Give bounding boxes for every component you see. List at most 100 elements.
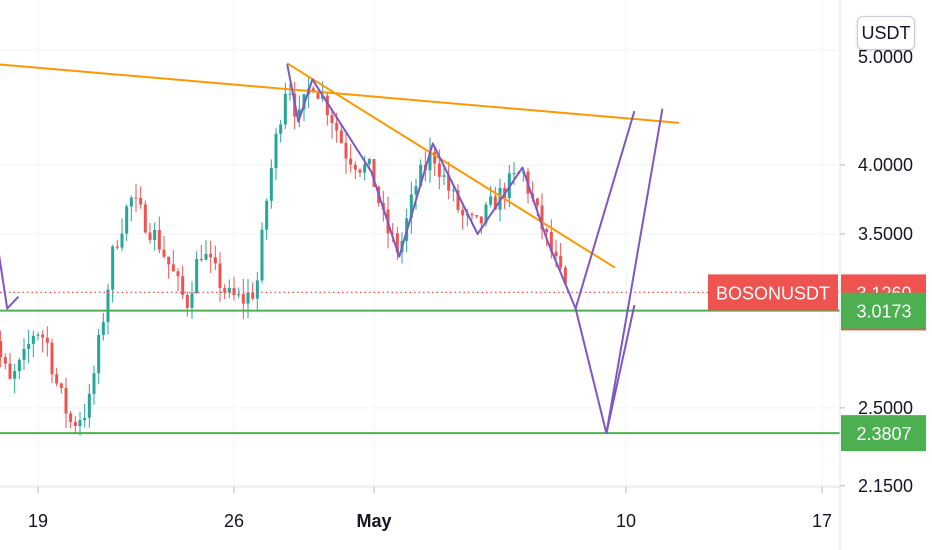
candle-body (349, 158, 353, 165)
candle-body (251, 292, 255, 299)
trendlines[interactable] (0, 62, 680, 269)
price-tick-label-partial: 5.0000 (858, 47, 913, 67)
candle-body (237, 293, 241, 296)
candle-body (190, 293, 194, 308)
candle-body (83, 417, 87, 421)
candle-body (120, 233, 124, 248)
candle-body (475, 215, 479, 217)
candle-body (414, 186, 418, 195)
projection-path (574, 110, 636, 309)
candle-body (451, 190, 455, 192)
projection-path (286, 64, 636, 435)
candle-body (106, 289, 110, 323)
candle-body (69, 413, 73, 422)
candle-body (283, 93, 287, 125)
candle-body (115, 246, 119, 248)
candle-body (545, 229, 549, 232)
candle-body (241, 293, 245, 304)
candle-body (344, 142, 348, 159)
candle-body (78, 420, 82, 426)
candle-body (209, 253, 213, 258)
candle-body (484, 204, 488, 224)
candle-body (50, 342, 54, 375)
candle-body (162, 249, 166, 257)
candle-body (0, 341, 3, 358)
projection-path (605, 108, 664, 434)
candle-body (101, 322, 105, 336)
candle-body (64, 388, 68, 414)
candle-body (125, 206, 129, 234)
time-tick: 10 (616, 487, 636, 531)
candle-body (512, 173, 516, 175)
candle-body (255, 280, 259, 299)
trendline (0, 63, 680, 124)
candle-body (335, 122, 339, 131)
candle-body (157, 229, 161, 250)
price-tick: 3.5000 (840, 224, 913, 244)
candle-body (367, 159, 371, 165)
time-tick-label: May (356, 511, 391, 531)
candle-body (437, 163, 441, 177)
candle-body (419, 164, 423, 187)
price-tick: 2.5000 (840, 398, 913, 418)
candle-body (274, 133, 278, 169)
candle-body (269, 168, 273, 201)
price-tick: 4.0000 (840, 155, 913, 175)
candle-body (498, 187, 502, 210)
candle-body (195, 258, 199, 294)
candle-body (540, 205, 544, 230)
price-tick: 2.1500 (840, 476, 913, 496)
candle-body (36, 334, 40, 336)
horizontal-levels[interactable] (0, 291, 840, 435)
level-price-tag: 3.0173 (856, 302, 911, 322)
time-tick: 17 (812, 487, 832, 531)
candle-body (87, 393, 91, 418)
candle-body (330, 115, 334, 123)
candle-body (442, 175, 446, 177)
candle-body (45, 337, 49, 343)
candle-body (428, 152, 432, 171)
candle-body (339, 130, 343, 143)
candle-body (461, 209, 465, 216)
candle-body (185, 294, 189, 308)
candle-body (325, 95, 329, 116)
candle-body (554, 251, 558, 257)
candle-body (199, 258, 203, 260)
candle-body (311, 88, 315, 93)
currency-button[interactable]: USDT (857, 16, 915, 50)
candle-body (176, 271, 180, 277)
time-tick: 19 (28, 487, 48, 531)
time-tick-label: 19 (28, 511, 48, 531)
price-axis[interactable]: 5.0000 4.0000 3.5000 2.5000 2.1500 (840, 47, 913, 496)
candle-body (288, 93, 292, 95)
candle-body (129, 197, 133, 207)
candle-body (563, 267, 567, 284)
candle-body (260, 229, 264, 281)
candle-body (55, 374, 59, 384)
candle-body (372, 159, 376, 187)
candle-body (470, 213, 474, 216)
time-axis[interactable]: 19 26 May 10 17 (28, 487, 832, 531)
candle-body (395, 233, 399, 253)
candle-body (232, 288, 236, 296)
candle-body (316, 92, 320, 99)
candle-body (549, 231, 553, 252)
candle-body (59, 383, 63, 389)
projection-paths[interactable] (0, 64, 664, 435)
price-tick-label: 4.0000 (858, 155, 913, 175)
candle-body (22, 348, 26, 360)
candle-body (27, 343, 31, 349)
candle-body (204, 253, 208, 260)
trendline (286, 62, 616, 269)
candle-body (41, 334, 45, 338)
candle-body (297, 109, 301, 117)
candle-body (456, 190, 460, 210)
time-tick: May (356, 487, 392, 531)
candle-body (363, 164, 367, 173)
candle-body (153, 229, 157, 240)
candle-body (353, 164, 357, 170)
price-tick-label: 2.1500 (858, 476, 913, 496)
price-tick-label: 2.5000 (858, 398, 913, 418)
